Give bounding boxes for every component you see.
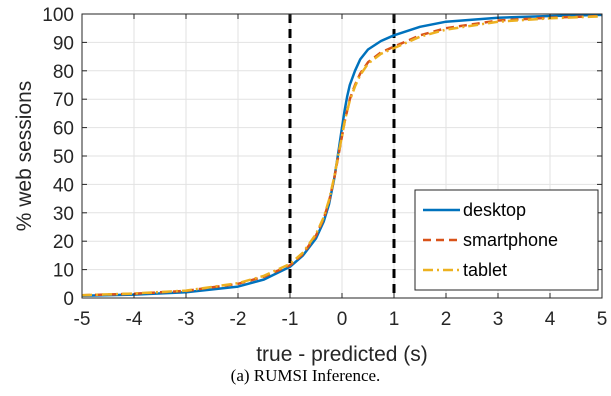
y-tick-label: 30 <box>53 204 74 225</box>
legend-label-desktop: desktop <box>463 200 526 220</box>
legend-box <box>414 189 599 291</box>
y-tick-label: 50 <box>53 147 74 168</box>
x-tick-label: 4 <box>545 309 556 330</box>
series-line-tablet <box>81 15 603 297</box>
x-tick-label: 5 <box>597 309 608 330</box>
y-tick-label: 100 <box>42 5 74 26</box>
y-tick-label: 60 <box>53 119 74 140</box>
y-tick-label: 40 <box>53 175 74 196</box>
legend-label-smartphone: smartphone <box>463 230 558 250</box>
legend-label-tablet: tablet <box>463 260 507 280</box>
y-tick-label: 90 <box>53 33 74 54</box>
y-tick-label: 0 <box>63 289 74 310</box>
x-tick-label: 2 <box>441 309 452 330</box>
x-tick-label: -3 <box>178 309 195 330</box>
x-tick-label: 0 <box>337 309 348 330</box>
reference-lines <box>288 14 396 298</box>
y-tick-label: 80 <box>53 62 74 83</box>
figure-caption: (a) RUMSI Inference. <box>230 366 381 385</box>
x-tick-label: -4 <box>126 309 143 330</box>
y-tick-label: 70 <box>53 90 74 111</box>
legend: desktop smartphone tablet <box>414 189 599 291</box>
y-axis-label: % web sessions <box>13 81 36 232</box>
x-tick-label: -2 <box>230 309 247 330</box>
x-tick-label: -1 <box>282 309 299 330</box>
y-tick-label: 20 <box>53 232 74 253</box>
x-axis-ticks: -5 -4 -3 -2 -1 0 1 2 3 4 5 <box>74 14 608 330</box>
x-axis-label: true - predicted (s) <box>256 343 428 366</box>
x-tick-label: -5 <box>74 309 91 330</box>
x-tick-label: 3 <box>493 309 504 330</box>
series-line-desktop <box>81 13 603 297</box>
series-lines <box>81 13 603 297</box>
x-tick-label: 1 <box>389 309 400 330</box>
y-tick-label: 10 <box>53 261 74 282</box>
y-axis-ticks: 0 10 20 30 40 50 60 70 80 90 100 <box>42 5 602 310</box>
cdf-line-chart: -5 -4 -3 -2 -1 0 1 2 3 4 5 0102030405060708090100 … <box>13 5 608 366</box>
